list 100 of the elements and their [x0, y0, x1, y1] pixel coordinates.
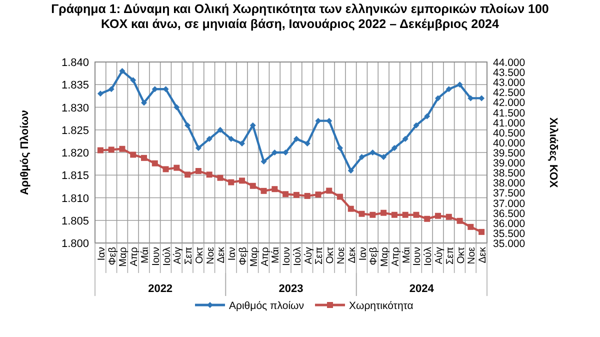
x-tick-label: Οκτ: [456, 246, 467, 264]
point: [435, 95, 441, 102]
point: [184, 172, 191, 178]
y2-tick-label: 41.000: [493, 117, 526, 130]
point: [228, 179, 234, 186]
point: [162, 166, 169, 172]
y2-tick-label: 35.000: [493, 238, 526, 250]
x-tick-label: Αύγ: [434, 247, 445, 264]
text: 2024: [409, 283, 435, 295]
point: [380, 154, 387, 160]
x-tick-label: Δεκ: [478, 246, 489, 264]
point: [130, 152, 136, 158]
legend-label: Αριθμός πλοίων: [229, 300, 304, 312]
point: [304, 140, 310, 146]
point: [152, 160, 158, 166]
point: [391, 144, 398, 151]
y2-tick-label: 39.500: [493, 148, 526, 160]
point: [402, 136, 408, 142]
x-tick-label: Μαρ: [118, 246, 130, 267]
x-tick-label: Μάι: [401, 247, 412, 264]
x-tick-label: Οκτ: [194, 246, 206, 264]
point: [370, 150, 376, 156]
x-tick-label: Ιουν: [150, 247, 162, 266]
point: [326, 188, 332, 194]
point: [370, 212, 376, 218]
x-tick-label: Ιαν: [227, 247, 238, 261]
y2-tick-label: 44.000: [493, 57, 526, 69]
y2-tick-label: 42.000: [493, 97, 526, 110]
x-tick-label: Απρ: [129, 246, 140, 266]
y2-tick-label: 40.500: [493, 127, 526, 140]
point: [358, 210, 365, 217]
point: [217, 126, 224, 133]
point: [391, 212, 398, 218]
y2-tick-label: 43.000: [493, 77, 526, 90]
y-tick-label: 1.830: [61, 102, 89, 114]
point: [239, 178, 245, 184]
point: [468, 224, 474, 230]
y2-tick-label: 37.500: [493, 188, 526, 200]
point: [358, 154, 365, 160]
x-tick-label: Ιουν: [412, 247, 424, 266]
point: [184, 122, 191, 128]
y-tick-label: 1.800: [61, 238, 89, 250]
point: [195, 168, 202, 174]
point: [435, 212, 441, 219]
point: [293, 192, 300, 198]
x-tick-label: Νοε: [205, 246, 216, 264]
point: [217, 174, 224, 181]
x-tick-label: Φεβ: [238, 246, 249, 266]
point: [456, 218, 463, 224]
x-tick-label: Σεπ: [184, 246, 195, 265]
y2-tick-label: 37.000: [493, 198, 526, 210]
point: [456, 82, 463, 88]
point: [272, 186, 278, 192]
point: [446, 86, 452, 92]
x-tick-label: Οκτ: [325, 246, 336, 264]
point: [348, 168, 354, 174]
point: [206, 172, 212, 178]
x-tick-label: Ιούλ: [292, 247, 304, 266]
x-tick-label: Ιαν: [96, 247, 108, 261]
point: [348, 206, 354, 212]
y2-tick-label: 41.500: [493, 107, 526, 120]
y-axis-title: Αριθμός Πλοίων: [19, 110, 31, 196]
x-tick-label: Ιούλ: [423, 247, 434, 266]
x-tick-label: Νοε: [466, 246, 478, 264]
x-tick-label: Ιούλ: [162, 247, 173, 266]
point: [130, 77, 136, 84]
y2-tick-label: 42.500: [493, 87, 526, 100]
y-tick-label: 1.805: [61, 215, 89, 228]
x-tick-label: Απρ: [390, 246, 402, 266]
point: [337, 194, 343, 200]
point: [293, 136, 300, 142]
point: [446, 214, 452, 220]
point: [380, 210, 387, 216]
x-tick-label: Μαρ: [380, 246, 391, 267]
y-tick-label: 1.820: [61, 148, 89, 160]
y2-axis-title: Χιλιάδες ΚΟΧ: [547, 117, 559, 188]
chart-title: Γράφημα 1: Δύναμη και Ολική Χωρητικότητα των ελληνικών εμπορικών πλοίων 100 ΚΟΧ και άνω, σε μηνιαία βάση, Ιανουάριος 2022 – Δεκέμβριος 2024: [51, 2, 549, 31]
x-tick-label: Φεβ: [107, 246, 118, 266]
point: [260, 158, 267, 165]
point: [119, 146, 126, 152]
point: [478, 95, 485, 102]
x-tick-label: Νοε: [336, 246, 347, 264]
y2-tick-label: 38.500: [493, 168, 526, 180]
x-tick-label: Φεβ: [368, 246, 380, 266]
point: [315, 192, 322, 198]
point: [413, 122, 420, 128]
point: [250, 182, 256, 189]
point: [195, 144, 202, 151]
y2-tick-label: 38.000: [493, 178, 526, 190]
point: [413, 212, 420, 218]
point: [141, 100, 147, 106]
point: [424, 216, 430, 222]
y-tick-label: 1.815: [61, 170, 89, 182]
point: [337, 144, 343, 151]
x-tick-label: Απρ: [260, 246, 271, 266]
point: [239, 140, 245, 146]
point: [97, 147, 104, 154]
point: [282, 191, 289, 198]
y2-tick-label: 40.000: [493, 137, 526, 150]
x-tick-label: Δεκ: [216, 246, 228, 264]
